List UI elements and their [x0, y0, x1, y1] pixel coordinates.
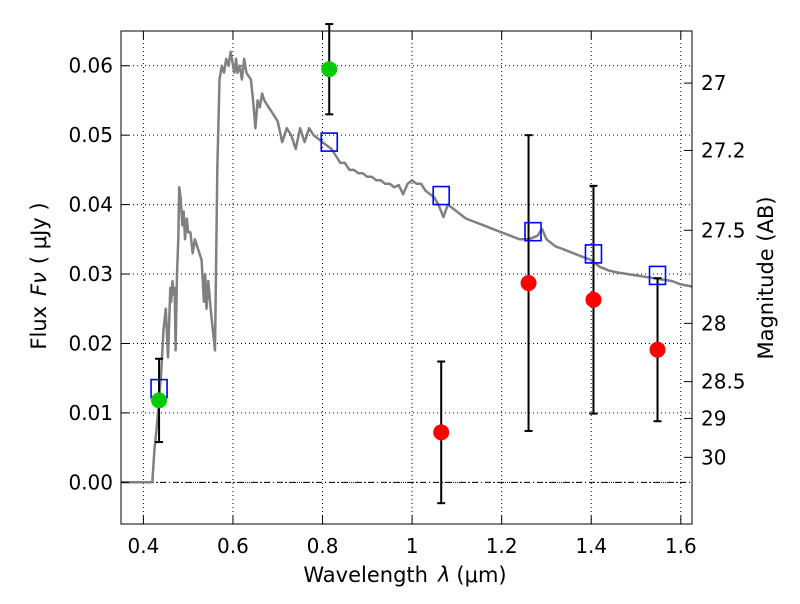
y-tick-label: 0.02	[68, 331, 113, 355]
gridlines	[121, 31, 692, 524]
model-photometry-square	[432, 185, 451, 206]
magnitude-axis-ticks: 27 27.2 27.5 28 28.5 29 30	[684, 71, 746, 469]
magnitude-tick-label: 28	[701, 311, 726, 335]
y-tick-label: 0.04	[68, 193, 113, 217]
model-photometry-square	[648, 265, 667, 286]
y-axis-label-text: Flux	[27, 306, 51, 350]
model-photometry-square	[584, 244, 603, 264]
x-axis-label-symbol: λ	[437, 563, 450, 587]
model-spectrum	[121, 50, 693, 484]
x-tick-label: 1	[406, 534, 419, 558]
y-axis-ticks: 0.00 0.01 0.02 0.03 0.04 0.05 0.06	[68, 54, 129, 494]
model-photometry-square	[524, 221, 542, 242]
x-axis-ticks: 0.4 0.6 0.8 1 1.2 1.4 1.6	[127, 31, 697, 558]
x-tick-label: 0.4	[127, 534, 159, 558]
x-tick-label: 1.6	[665, 534, 697, 558]
y-tick-label: 0.03	[68, 262, 113, 286]
model-photometry-squares	[150, 132, 667, 399]
model-photometry-square	[320, 132, 339, 152]
magnitude-axis-label: Magnitude (AB)	[754, 196, 778, 359]
x-tick-label: 0.8	[307, 534, 339, 558]
magnitude-tick-label: 27.2	[701, 138, 746, 162]
model-spectrum-line	[121, 50, 693, 484]
data-point	[585, 291, 602, 308]
magnitude-tick-label: 29	[701, 406, 726, 430]
magnitude-tick-label: 28.5	[701, 370, 746, 394]
data-point	[433, 424, 450, 441]
x-axis-label-unit: (μm)	[456, 563, 506, 587]
y-tick-label: 0.05	[68, 123, 113, 147]
observed-photometry-points	[151, 61, 666, 441]
magnitude-tick-label: 27.5	[701, 218, 746, 242]
x-tick-label: 1.2	[486, 534, 518, 558]
y-axis-label-unit: ( μJy )	[27, 202, 51, 264]
y-tick-label: 0.01	[68, 401, 113, 425]
x-tick-label: 0.6	[217, 534, 249, 558]
y-axis-label-symbol: Fν	[27, 272, 51, 296]
data-point	[520, 275, 537, 292]
data-point	[649, 341, 666, 358]
magnitude-tick-label: 30	[701, 445, 726, 469]
x-axis-label-text: Wavelength	[303, 563, 428, 587]
x-tick-label: 1.4	[575, 534, 607, 558]
y-tick-label: 0.06	[68, 54, 113, 78]
plot-frame	[120, 30, 693, 525]
data-point	[151, 392, 168, 409]
data-point	[321, 61, 338, 78]
magnitude-tick-label: 27	[701, 71, 726, 95]
x-axis-label: Wavelength λ (μm)	[303, 563, 506, 587]
y-tick-label: 0.00	[68, 470, 113, 494]
y-axis-label: Flux Fν ( μJy )	[27, 202, 51, 349]
